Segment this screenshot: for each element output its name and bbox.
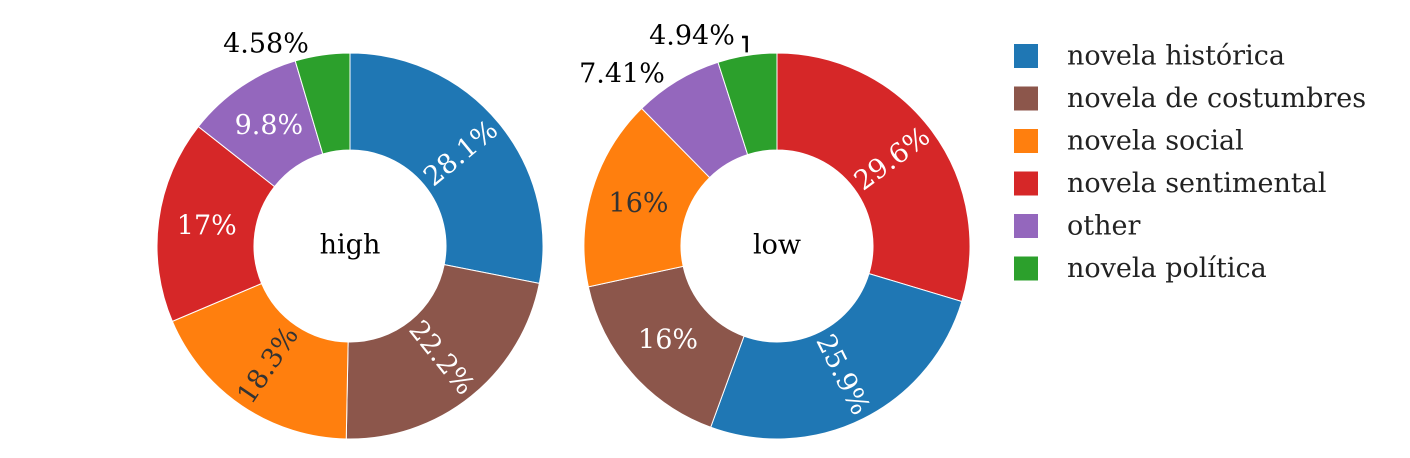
slice-novela-historica xyxy=(710,272,963,440)
slice-novela-sentimental xyxy=(776,52,971,303)
slice-novela-sentimental xyxy=(156,125,276,323)
center-label: high xyxy=(320,230,381,261)
slice-label-other: 9.8% xyxy=(235,110,304,141)
slice-label-other: 7.41% xyxy=(579,59,665,90)
slice-label-novela-de-costumbres: 16% xyxy=(638,324,698,355)
slice-novela-politica xyxy=(294,52,351,155)
legend-swatch xyxy=(1014,86,1038,111)
leader-line xyxy=(742,35,748,53)
legend-swatch xyxy=(1014,44,1038,68)
slice-label-novela-politica: 4.94% xyxy=(649,21,735,52)
slice-novela-social xyxy=(583,107,711,288)
legend-label: novela social xyxy=(1067,126,1244,157)
legend-item-other: other xyxy=(1014,211,1140,242)
center-label: low xyxy=(753,230,801,261)
donut-high: 28.1%22.2%18.3%17%9.8%4.58%high xyxy=(156,29,544,440)
legend-item-novela-historica: novela histórica xyxy=(1014,41,1285,72)
legend-label: novela de costumbres xyxy=(1067,83,1366,114)
legend-item-novela-de-costumbres: novela de costumbres xyxy=(1014,83,1366,114)
legend-label: other xyxy=(1067,211,1140,242)
slice-novela-de-costumbres xyxy=(587,265,745,428)
slice-label-novela-politica: 4.58% xyxy=(223,29,309,60)
legend-item-novela-social: novela social xyxy=(1014,126,1244,157)
legend-label: novela política xyxy=(1067,253,1267,284)
slice-label-novela-sentimental: 17% xyxy=(177,210,237,241)
legend-item-novela-politica: novela política xyxy=(1014,253,1267,284)
slice-novela-historica xyxy=(349,52,544,285)
legend-label: novela sentimental xyxy=(1067,168,1326,199)
legend-swatch xyxy=(1014,171,1038,196)
legend: novela histórica novela de costumbres nove… xyxy=(1014,41,1366,284)
legend-label: novela histórica xyxy=(1067,41,1285,72)
legend-item-novela-sentimental: novela sentimental xyxy=(1014,168,1326,199)
slice-novela-de-costumbres xyxy=(345,264,540,440)
slice-label-novela-social: 16% xyxy=(609,188,669,219)
slice-novela-social xyxy=(171,282,349,440)
legend-swatch xyxy=(1014,214,1038,238)
slice-novela-politica xyxy=(717,52,778,156)
legend-swatch xyxy=(1014,129,1038,153)
legend-swatch xyxy=(1014,256,1038,281)
donut-low: 29.6%25.9%16%16%7.41%4.94%low xyxy=(579,21,971,440)
